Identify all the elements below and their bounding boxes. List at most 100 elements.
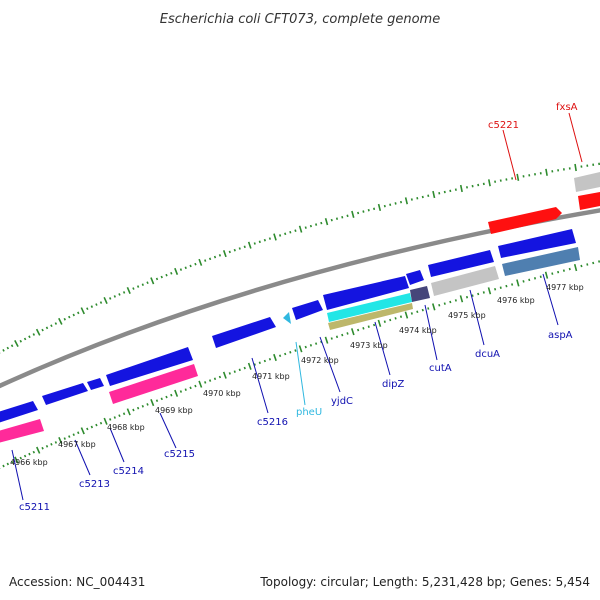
gene-arrow-dipZ[interactable] — [323, 276, 409, 310]
outer-tick — [383, 204, 386, 208]
gene-label-c5211[interactable]: c5211 — [19, 502, 50, 513]
inner-tick — [505, 284, 508, 288]
gene-arrow-grey-forward[interactable] — [574, 172, 600, 192]
outer-tick — [80, 307, 85, 315]
connector-c5221 — [502, 129, 517, 181]
gene-arrow-fxsA[interactable] — [578, 192, 600, 210]
inner-tick — [68, 435, 71, 438]
inner-tick — [404, 311, 409, 319]
connector-dipZ — [374, 321, 391, 376]
outer-tick — [184, 266, 187, 270]
scale-label: 4966 kbp — [10, 458, 48, 467]
gene-label-yjdC[interactable]: yjdC — [331, 396, 353, 407]
inner-tick — [247, 362, 252, 370]
connector-c5211 — [11, 449, 24, 501]
gene-arrow-cutA-small[interactable] — [406, 270, 424, 285]
outer-tick — [170, 271, 173, 275]
inner-tick — [141, 404, 144, 408]
inner-tick — [160, 397, 163, 401]
gene-label-c5221[interactable]: c5221 — [488, 120, 519, 131]
gene-arrow-c5211-rna[interactable] — [0, 419, 44, 443]
gene-label-c5215[interactable]: c5215 — [164, 449, 195, 460]
outer-tick — [32, 333, 36, 336]
outer-tick — [228, 250, 231, 254]
outer-tick — [335, 217, 339, 220]
gene-arrow-yjdC[interactable] — [292, 300, 323, 320]
outer-tick — [122, 291, 126, 294]
connector-c5215 — [159, 412, 177, 449]
scale-label: 4972 kbp — [301, 356, 339, 365]
outer-tick — [574, 163, 577, 172]
connector-dcuA — [469, 289, 485, 346]
gene-label-pheU[interactable]: pheU — [296, 407, 322, 418]
gene-label-fxsA[interactable]: fxsA — [556, 102, 578, 113]
inner-tick — [238, 368, 241, 372]
inner-tick — [273, 353, 277, 362]
inner-tick — [77, 431, 80, 435]
inner-tick — [465, 295, 469, 299]
inner-tick — [511, 283, 514, 286]
gene-arrow-c5214[interactable] — [106, 347, 193, 386]
gene-label-aspA[interactable]: aspA — [548, 330, 573, 341]
outer-tick — [233, 248, 236, 252]
connector-c5213 — [74, 439, 91, 476]
gene-arrow-dcuA[interactable] — [428, 250, 494, 277]
gene-arrow-c5216[interactable] — [212, 317, 276, 348]
gene-arrow-c5213b[interactable] — [87, 378, 104, 390]
inner-tick — [126, 408, 131, 416]
outer-tick — [68, 315, 71, 319]
inner-tick — [95, 423, 98, 427]
inner-tick — [383, 320, 386, 323]
outer-tick — [155, 277, 159, 281]
gene-label-cutA[interactable]: cutA — [429, 363, 452, 374]
outer-tick — [222, 250, 227, 258]
connector-aspA — [542, 273, 559, 326]
inner-tick — [103, 417, 108, 425]
inner-tick — [499, 286, 502, 289]
inner-tick — [544, 271, 549, 279]
gene-arrow-aspA[interactable] — [498, 229, 576, 258]
gene-label-c5214[interactable]: c5214 — [113, 466, 144, 477]
inner-tick — [263, 359, 266, 363]
gene-arrow-c5215[interactable] — [109, 364, 198, 404]
outer-tick — [58, 317, 63, 325]
outer-tick — [377, 203, 382, 212]
gene-label-dcuA[interactable]: dcuA — [475, 349, 500, 360]
gene-arrow-c5213[interactable] — [42, 383, 88, 405]
inner-tick — [99, 421, 103, 425]
gene-label-c5213[interactable]: c5213 — [79, 479, 110, 490]
inner-tick — [335, 335, 339, 339]
gene-arrow-c5221[interactable] — [488, 207, 562, 234]
gene-arrow-cutA[interactable] — [410, 286, 430, 302]
outer-tick — [404, 197, 409, 205]
inner-tick — [421, 308, 424, 312]
gene-label-c5216[interactable]: c5216 — [257, 417, 288, 428]
outer-tick — [189, 264, 192, 268]
inner-tick — [113, 416, 116, 419]
outer-tick — [459, 184, 463, 193]
inner-tick — [32, 450, 35, 454]
outer-tick — [346, 214, 349, 218]
inner-tick — [258, 361, 261, 365]
outer-tick — [63, 317, 66, 321]
outer-tick — [103, 296, 108, 305]
inner-tick — [228, 372, 231, 375]
connector-c5216 — [251, 357, 269, 414]
gene-arrow-dipZ-cyan[interactable] — [327, 293, 412, 322]
gene-arrow-c5211[interactable] — [0, 401, 38, 423]
gene-label-dipZ[interactable]: dipZ — [382, 379, 404, 390]
inner-tick — [389, 318, 392, 322]
inner-tick — [416, 310, 419, 314]
inner-tick — [14, 456, 19, 464]
scale-label: 4967 kbp — [58, 440, 96, 449]
outer-tick — [146, 281, 149, 285]
inner-tick — [179, 390, 183, 393]
gene-arrow-pheU[interactable] — [283, 312, 291, 324]
gene-arrow-dipZ-olive[interactable] — [328, 303, 413, 330]
inner-tick — [568, 267, 571, 271]
gene-arrow-dcuA-grey[interactable] — [431, 266, 499, 296]
outer-tick — [86, 307, 89, 311]
gene-arrow-aspA-steel[interactable] — [502, 247, 580, 276]
inner-tick — [165, 395, 168, 399]
